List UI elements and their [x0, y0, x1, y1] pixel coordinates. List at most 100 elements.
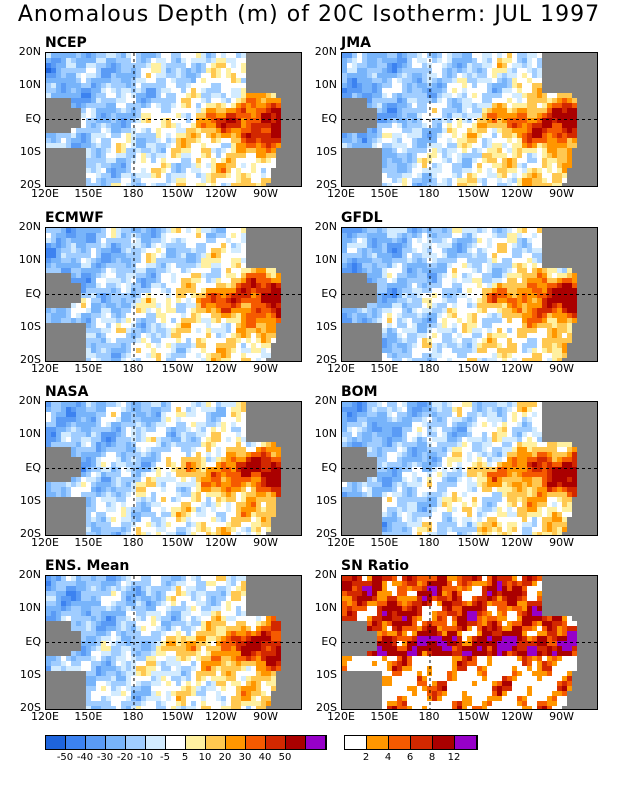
heatmap-cell	[111, 63, 116, 68]
heatmap-cell	[251, 353, 256, 358]
heatmap-cell	[562, 73, 567, 78]
heatmap-cell	[582, 123, 587, 128]
heatmap-cell	[211, 338, 216, 343]
heatmap-cell	[71, 358, 76, 361]
heatmap-cell	[281, 118, 286, 123]
heatmap-cell	[482, 173, 487, 178]
heatmap-cell	[281, 258, 286, 263]
heatmap-cell	[512, 258, 517, 263]
heatmap-cell	[51, 168, 56, 173]
heatmap-cell	[116, 158, 121, 163]
heatmap-cell	[111, 258, 116, 263]
heatmap-cell	[251, 73, 256, 78]
heatmap-cell	[206, 268, 211, 273]
heatmap-cell	[357, 128, 362, 133]
heatmap-cell	[66, 273, 71, 278]
heatmap-cell	[146, 168, 151, 173]
heatmap-cell	[76, 138, 81, 143]
heatmap-cell	[437, 108, 442, 113]
heatmap-cell	[86, 138, 91, 143]
heatmap-cell	[216, 133, 221, 138]
heatmap-cell	[387, 93, 392, 98]
heatmap-cell	[171, 93, 176, 98]
heatmap-cell	[377, 268, 382, 273]
heatmap-cell	[131, 273, 136, 278]
heatmap-cell	[221, 148, 226, 153]
heatmap-cell	[256, 68, 261, 73]
heatmap-cell	[492, 288, 497, 293]
heatmap-cell	[251, 283, 256, 288]
heatmap-cell	[552, 283, 557, 288]
heatmap-cell	[46, 98, 51, 103]
heatmap-cell	[572, 83, 577, 88]
heatmap-cell	[46, 323, 51, 328]
heatmap-cell	[96, 93, 101, 98]
heatmap-cell	[502, 143, 507, 148]
heatmap-cell	[121, 163, 126, 168]
heatmap-cell	[432, 88, 437, 93]
heatmap-cell	[472, 158, 477, 163]
heatmap-cell	[367, 238, 372, 243]
heatmap-cell	[342, 93, 347, 98]
heatmap-cell	[186, 148, 191, 153]
heatmap-cell	[221, 153, 226, 158]
heatmap-cell	[477, 128, 482, 133]
heatmap-cell	[106, 298, 111, 303]
heatmap-cell	[261, 323, 266, 328]
heatmap-cell	[377, 263, 382, 268]
heatmap-cell	[71, 88, 76, 93]
heatmap-cell	[76, 118, 81, 123]
heatmap-cell	[497, 133, 502, 138]
heatmap-cell	[542, 143, 547, 148]
heatmap-cell	[447, 58, 452, 63]
heatmap-cell	[216, 328, 221, 333]
heatmap-cell	[392, 98, 397, 103]
heatmap-cell	[552, 108, 557, 113]
heatmap-cell	[527, 68, 532, 73]
heatmap-cell	[442, 158, 447, 163]
heatmap-cell	[166, 183, 171, 186]
heatmap-cell	[171, 258, 176, 263]
heatmap-cell	[176, 293, 181, 298]
heatmap-cell	[136, 78, 141, 83]
heatmap-cell	[216, 183, 221, 186]
heatmap-cell	[271, 348, 276, 353]
heatmap-cell	[256, 298, 261, 303]
heatmap-cell	[176, 78, 181, 83]
heatmap-cell	[251, 108, 256, 113]
heatmap-cell	[86, 248, 91, 253]
heatmap-cell	[422, 168, 427, 173]
heatmap-cell	[472, 113, 477, 118]
heatmap-cell	[106, 338, 111, 343]
heatmap-cell	[587, 73, 592, 78]
heatmap-cell	[487, 108, 492, 113]
heatmap-cell	[76, 183, 81, 186]
heatmap-cell	[452, 258, 457, 263]
heatmap-cell	[196, 113, 201, 118]
heatmap-cell	[362, 258, 367, 263]
heatmap-cell	[522, 143, 527, 148]
heatmap-cell	[382, 238, 387, 243]
heatmap-cell	[482, 168, 487, 173]
heatmap-cell	[457, 153, 462, 158]
heatmap-cell	[51, 313, 56, 318]
heatmap-cell	[372, 133, 377, 138]
heatmap-cell	[61, 358, 66, 361]
heatmap-cell	[527, 233, 532, 238]
heatmap-cell	[557, 148, 562, 153]
heatmap-cell	[91, 323, 96, 328]
heatmap-cell	[537, 163, 542, 168]
heatmap-cell	[66, 83, 71, 88]
heatmap-cell	[246, 98, 251, 103]
heatmap-cell	[241, 158, 246, 163]
heatmap-cell	[221, 73, 226, 78]
heatmap-cell	[56, 98, 61, 103]
heatmap-cell	[417, 298, 422, 303]
heatmap-cell	[517, 258, 522, 263]
heatmap-cell	[537, 143, 542, 148]
heatmap-cell	[352, 263, 357, 268]
heatmap-cell	[407, 58, 412, 63]
heatmap-cell	[101, 63, 106, 68]
heatmap-cell	[66, 143, 71, 148]
heatmap-cell	[417, 173, 422, 178]
